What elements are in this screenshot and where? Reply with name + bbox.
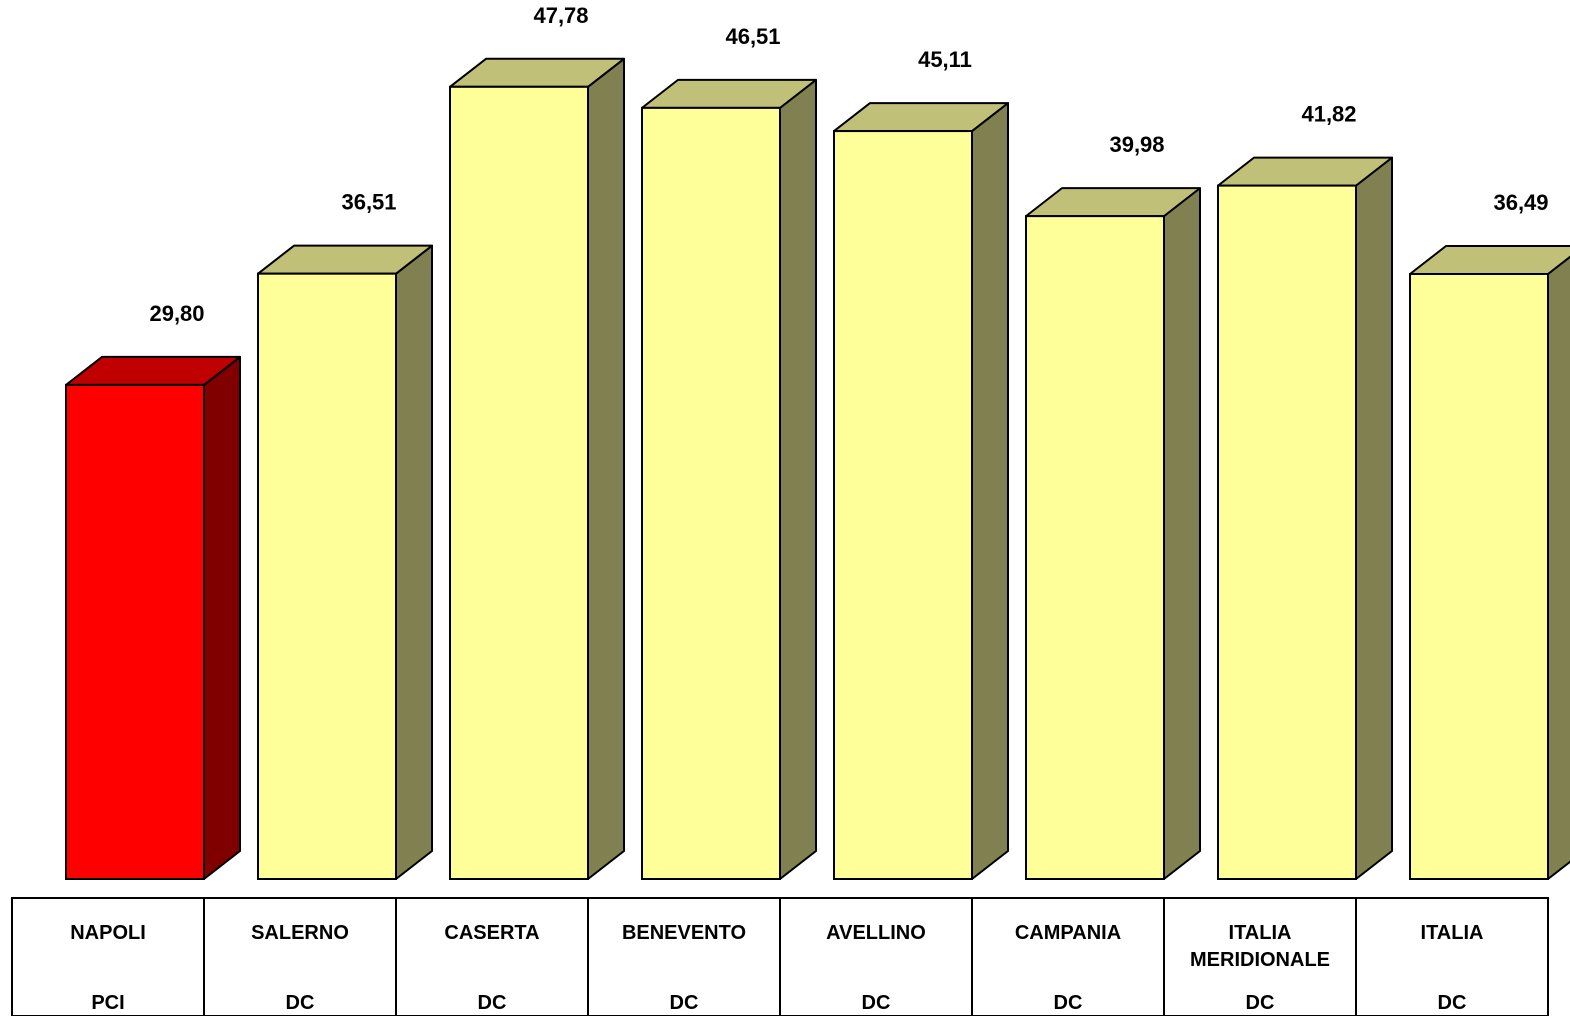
bar-side [1163, 187, 1201, 880]
bar-front [1217, 184, 1357, 881]
bar [641, 78, 817, 880]
tick-label: NAPOLI [70, 922, 146, 944]
tick-label: ITALIA [1421, 922, 1484, 944]
data-label: 41,82 [1301, 102, 1356, 127]
data-label: 29,80 [149, 301, 204, 326]
data-label: 36,51 [341, 190, 396, 215]
data-label: 36,49 [1493, 190, 1548, 215]
bar-side [779, 78, 817, 880]
bar [1217, 156, 1393, 881]
data-label: 47,78 [533, 3, 588, 28]
party-label: DC [1438, 992, 1467, 1014]
bar-side [587, 57, 625, 880]
party-label: DC [862, 992, 891, 1014]
tick-label: MERIDIONALE [1190, 949, 1330, 971]
bar [833, 102, 1009, 881]
party-label: DC [1246, 992, 1275, 1014]
bar-side [203, 355, 241, 880]
tick-label: BENEVENTO [622, 922, 746, 944]
bar [65, 355, 241, 880]
bar-side [971, 102, 1009, 880]
bar-top [1409, 244, 1570, 275]
data-label: 46,51 [725, 24, 780, 49]
tick-label: CASERTA [444, 922, 539, 944]
bar-front [1409, 272, 1549, 880]
party-label: DC [286, 992, 315, 1014]
bar-front [449, 85, 589, 880]
bar-front [257, 272, 397, 881]
tick-label: AVELLINO [826, 922, 926, 944]
bar [257, 244, 433, 881]
bars-layer [65, 57, 1570, 881]
party-label: DC [1054, 992, 1083, 1014]
bar-front [65, 383, 205, 880]
bar-front [1025, 215, 1165, 881]
data-label: 45,11 [918, 47, 972, 72]
bar [1025, 187, 1201, 881]
bar [449, 57, 625, 880]
tick-label: SALERNO [251, 922, 349, 944]
bar [1409, 244, 1570, 880]
bar-side [395, 244, 433, 880]
category-table: NAPOLI PCI SALERNO DC CASERTA DC BENEVENTO DC AV… [11, 897, 1549, 1016]
bar-front [833, 130, 973, 881]
value-labels-layer: 29,80 36,51 47,78 46,51 45,11 39,98 41,82 36,49 [149, 3, 1548, 326]
bar-side [1355, 156, 1393, 880]
tick-label: CAMPANIA [1015, 922, 1121, 944]
party-label: DC [670, 992, 699, 1014]
party-label: DC [478, 992, 507, 1014]
bar-front [641, 106, 781, 880]
data-label: 39,98 [1109, 132, 1164, 157]
bar-side [1547, 255, 1570, 880]
party-label: PCI [91, 992, 124, 1014]
tick-label: ITALIA [1229, 922, 1292, 944]
